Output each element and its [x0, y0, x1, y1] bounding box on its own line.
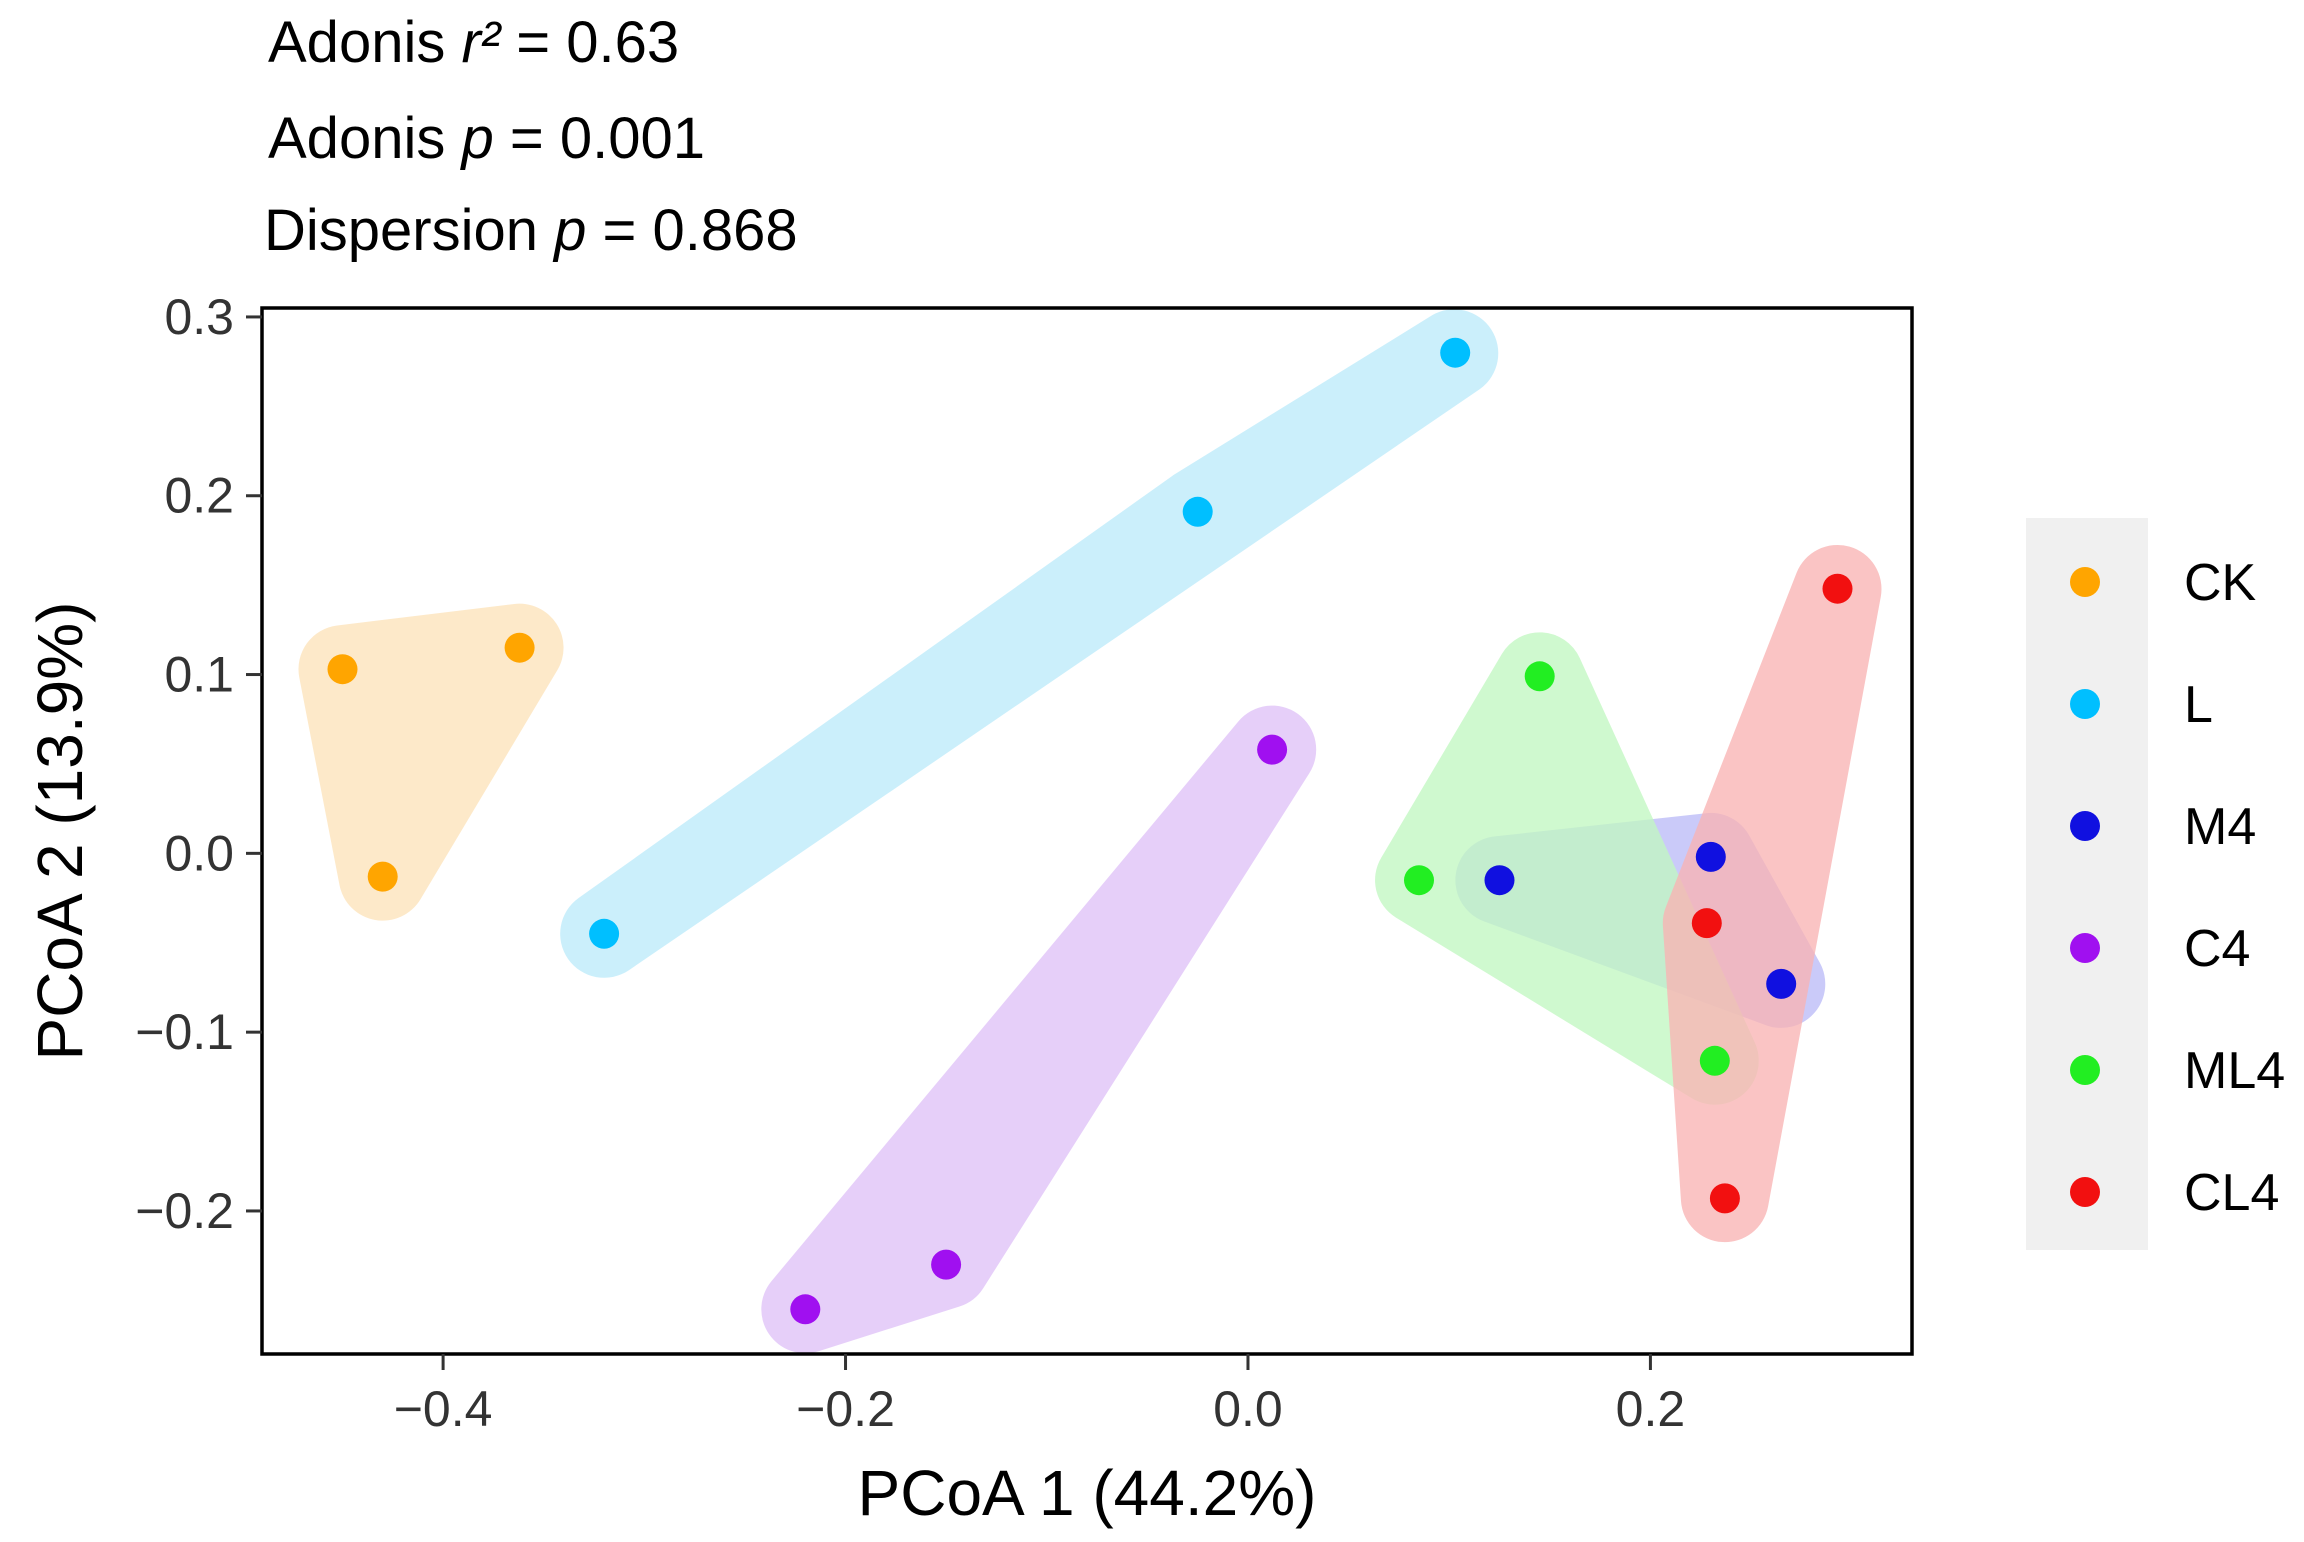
hull-ml4 — [1375, 632, 1759, 1105]
legend-key-l — [2070, 689, 2100, 719]
y-tick-label: 0.2 — [164, 468, 234, 524]
legend-label-l: L — [2184, 676, 2213, 734]
point-m4-1 — [1484, 865, 1515, 896]
legend-key-c4 — [2070, 933, 2100, 963]
point-c4-1 — [1257, 734, 1288, 765]
legend-label-cl4: CL4 — [2184, 1164, 2279, 1222]
x-tick-label: 0.0 — [1213, 1381, 1283, 1437]
point-ml4-1 — [1404, 865, 1434, 896]
point-ml4-2 — [1524, 661, 1555, 692]
point-c4-2 — [931, 1249, 962, 1280]
point-l-3 — [589, 918, 620, 949]
hull-l — [560, 309, 1499, 978]
y-tick-label: −0.1 — [135, 1004, 234, 1060]
group-hulls — [298, 309, 1882, 1354]
x-axis: −0.4 −0.2 0.0 0.2 — [394, 1354, 1685, 1437]
point-cl4-1 — [1822, 573, 1853, 604]
point-cl4-3 — [1709, 1183, 1740, 1214]
point-l-2 — [1182, 496, 1213, 527]
y-tick-label: 0.3 — [164, 289, 234, 345]
x-tick-label: 0.2 — [1616, 1381, 1686, 1437]
legend: CK L M4 C4 ML4 CL4 — [2026, 518, 2285, 1250]
hull-cl4 — [1662, 544, 1882, 1243]
y-axis: −0.2 −0.1 0.0 0.1 0.2 0.3 — [135, 289, 262, 1239]
point-cl4-2 — [1691, 908, 1722, 939]
y-tick-label: −0.2 — [135, 1183, 234, 1239]
y-tick-label: 0.0 — [164, 825, 234, 881]
legend-background — [2026, 518, 2148, 1250]
legend-label-m4: M4 — [2184, 798, 2256, 856]
legend-label-ck: CK — [2184, 554, 2257, 612]
point-ck-1 — [327, 654, 358, 685]
point-ml4-3 — [1699, 1045, 1730, 1076]
data-points — [327, 337, 1853, 1325]
point-m4-2 — [1695, 841, 1726, 872]
legend-key-m4 — [2070, 811, 2100, 841]
legend-key-cl4 — [2070, 1177, 2100, 1207]
stat-adonis-p: Adonis p = 0.001 — [268, 106, 705, 171]
point-l-1 — [1440, 337, 1471, 368]
legend-label-ml4: ML4 — [2184, 1042, 2285, 1100]
stat-adonis-r2: Adonis r² = 0.63 — [268, 10, 679, 75]
hull-ck — [298, 603, 564, 921]
legend-key-ck — [2070, 567, 2100, 597]
legend-key-ml4 — [2070, 1055, 2100, 1085]
point-ck-3 — [367, 861, 398, 892]
y-axis-label: PCoA 2 (13.9%) — [24, 602, 96, 1061]
plot-frame — [260, 306, 1914, 1356]
point-m4-3 — [1766, 968, 1797, 999]
x-tick-label: −0.2 — [796, 1381, 895, 1437]
x-tick-label: −0.4 — [394, 1381, 493, 1437]
legend-label-c4: C4 — [2184, 920, 2250, 978]
hull-c4 — [761, 705, 1317, 1354]
x-axis-label: PCoA 1 (44.2%) — [858, 1457, 1317, 1529]
y-tick-label: 0.1 — [164, 647, 234, 703]
point-ck-2 — [504, 632, 535, 663]
stat-dispersion-p: Dispersion p = 0.868 — [264, 198, 798, 263]
point-c4-3 — [790, 1294, 821, 1325]
